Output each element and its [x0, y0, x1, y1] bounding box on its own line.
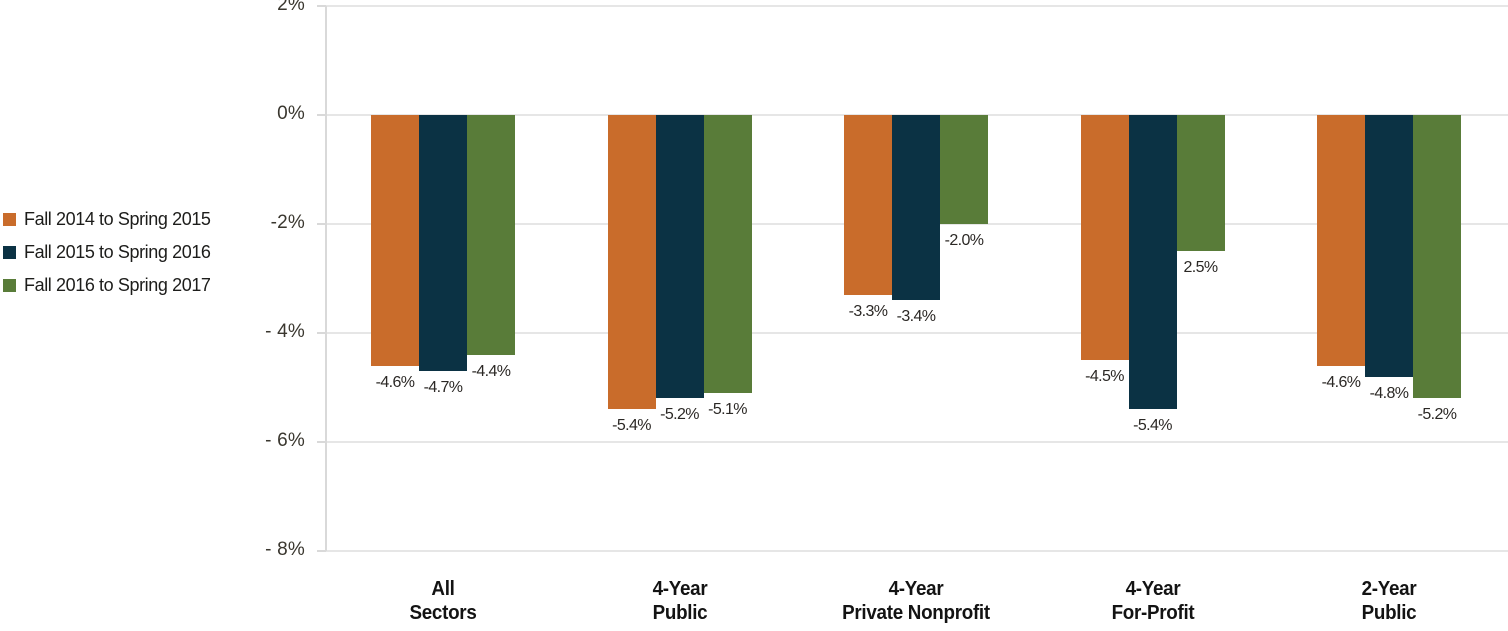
axis-tick [317, 114, 326, 116]
legend-item: Fall 2016 to Spring 2017 [3, 269, 211, 302]
legend-swatch-icon [3, 246, 16, 259]
y-axis-line [325, 6, 327, 551]
gridline [326, 441, 1508, 443]
bar-value-label: -5.1% [708, 400, 747, 418]
legend-item: Fall 2014 to Spring 2015 [3, 203, 211, 236]
chart-legend: Fall 2014 to Spring 2015 Fall 2015 to Spr… [3, 203, 211, 302]
bar [844, 115, 892, 295]
bar-value-label: -4.7% [423, 379, 463, 397]
bar [419, 115, 467, 372]
axis-tick [317, 332, 326, 334]
bar-value-label: -4.8% [1369, 384, 1409, 402]
bar-value-label: -4.6% [375, 373, 415, 391]
bar [1128, 115, 1177, 410]
gridline [326, 550, 1508, 552]
y-axis-tick-label: 2% [277, 0, 305, 15]
bar-value-label: -5.2% [1417, 406, 1457, 424]
bar [467, 115, 515, 355]
bar [703, 115, 752, 393]
y-axis-tick-label: -2% [270, 212, 305, 233]
axis-tick [317, 441, 326, 443]
bar-value-label: -4.6% [1321, 373, 1361, 391]
bar-value-label: -4.5% [1085, 368, 1124, 386]
y-axis-tick-label: - 4% [265, 321, 305, 342]
bar [607, 115, 656, 410]
category-label: All Sectors [409, 578, 477, 624]
bar [1317, 115, 1365, 366]
category-label: 4-Year Public [652, 578, 707, 624]
category-label: 4-Year For-Profit [1111, 578, 1194, 624]
legend-item: Fall 2015 to Spring 2016 [3, 236, 211, 269]
gridline [326, 332, 1508, 334]
bar [1080, 115, 1129, 361]
bar-value-label: -3.4% [896, 308, 936, 326]
y-axis-tick-label: - 8% [265, 539, 305, 560]
legend-swatch-icon [3, 279, 16, 292]
bar-value-label: -5.2% [660, 406, 699, 424]
bar [655, 115, 704, 399]
legend-label: Fall 2014 to Spring 2015 [24, 209, 211, 229]
bar-value-label: -5.4% [1133, 417, 1172, 435]
bar-value-label: -3.3% [848, 302, 888, 320]
legend-swatch-icon [3, 213, 16, 226]
bar-value-label: -5.4% [612, 417, 651, 435]
bar [1176, 115, 1225, 252]
bar-value-label: -4.4% [471, 362, 511, 380]
category-label: 4-Year Private Nonprofit [842, 578, 990, 624]
legend-label: Fall 2015 to Spring 2016 [24, 242, 211, 262]
category-label: 2-Year Public [1361, 578, 1417, 624]
gridline [326, 5, 1508, 7]
y-axis-tick-label: 0% [277, 103, 305, 124]
bar [1413, 115, 1461, 399]
bar-value-label: 2.5% [1183, 259, 1218, 277]
bar [1365, 115, 1413, 377]
axis-tick [317, 223, 326, 225]
axis-tick [317, 5, 326, 7]
y-axis-tick-label: - 6% [265, 430, 305, 451]
axis-tick [317, 550, 326, 552]
bar [940, 115, 988, 224]
bar-value-label: -2.0% [944, 232, 984, 249]
bar [892, 115, 940, 301]
bar [371, 115, 419, 366]
legend-label: Fall 2016 to Spring 2017 [24, 275, 211, 295]
